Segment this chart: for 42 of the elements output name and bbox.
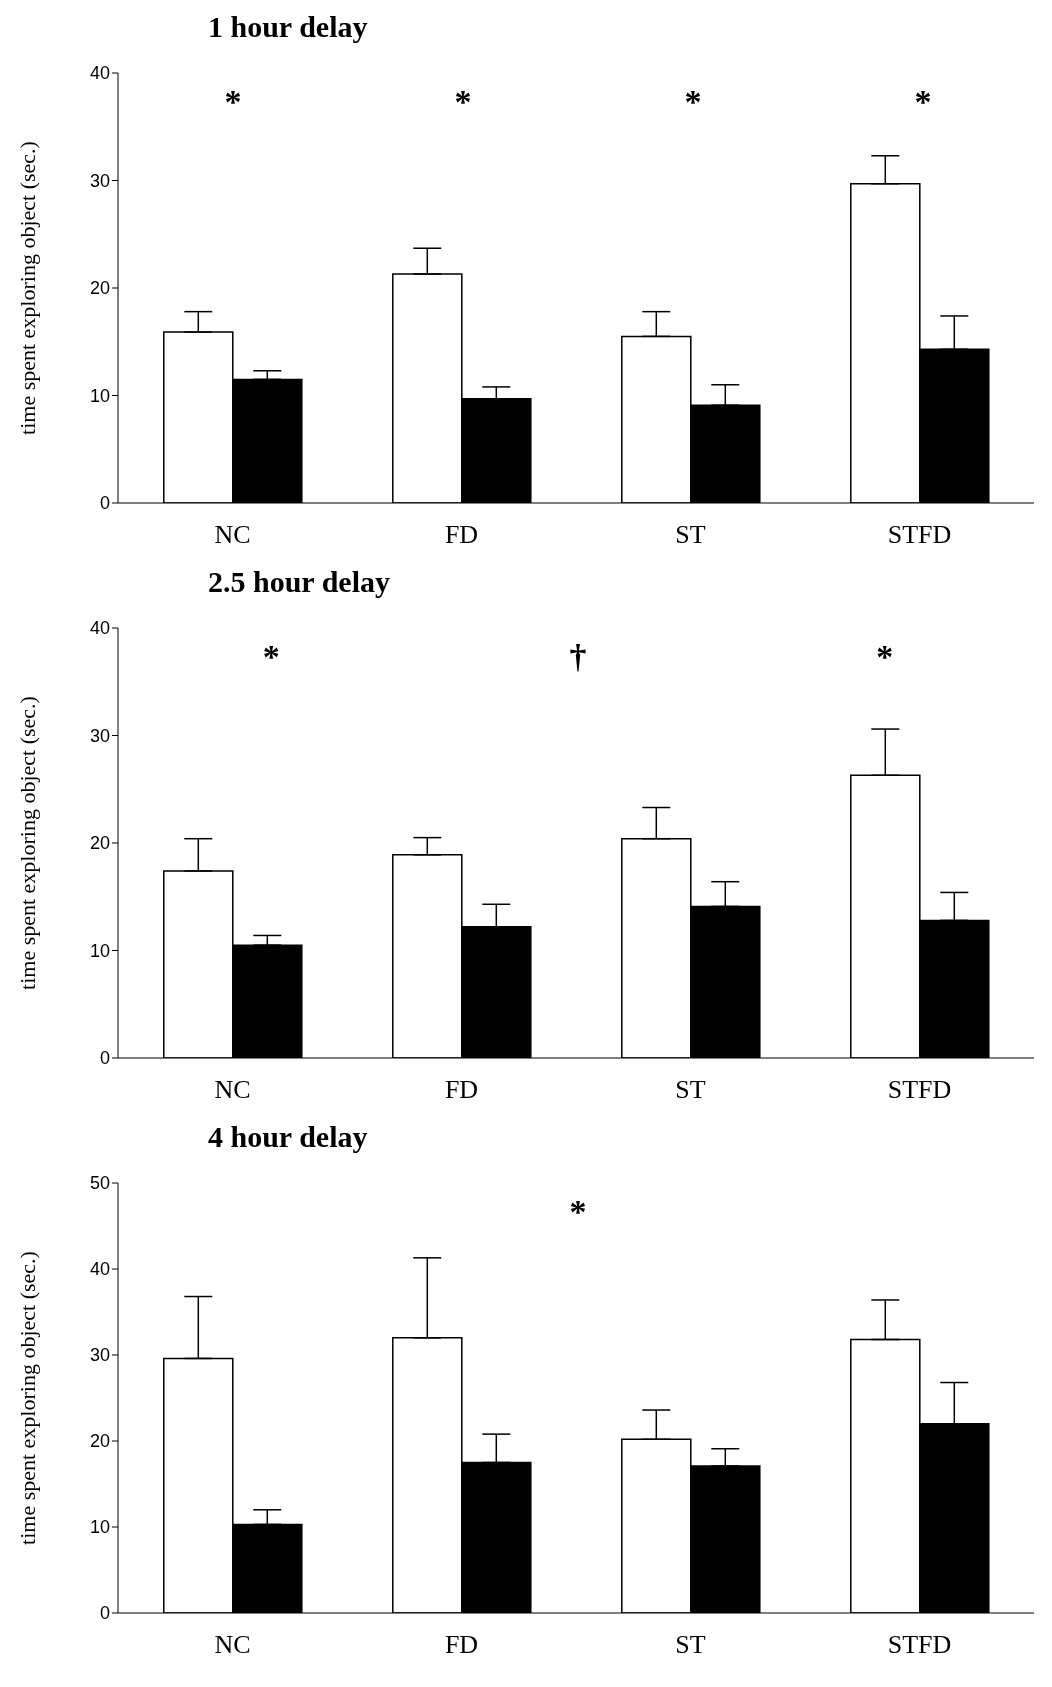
y-tick-label: 40 [89, 618, 110, 639]
chart-title: 2.5 hour delay [208, 565, 390, 599]
annotation: * [875, 638, 895, 676]
x-tick-label: STFD [887, 520, 952, 550]
y-tick-label: 0 [99, 1048, 110, 1069]
y-axis-title: time spent exploring object (sec.) [15, 141, 41, 435]
x-tick-label: NC [214, 1630, 251, 1660]
y-tick-label: 0 [99, 1603, 110, 1624]
annotation: * [261, 638, 281, 676]
x-tick-label: NC [214, 1075, 251, 1105]
y-tick-label: 20 [89, 278, 110, 299]
x-tick-label: ST [675, 1630, 706, 1660]
y-tick-label: 30 [89, 725, 110, 746]
x-tick-label: ST [675, 520, 706, 550]
y-tick-label: 30 [89, 170, 110, 191]
x-tick-label: STFD [887, 1075, 952, 1105]
y-tick-label: 50 [89, 1173, 110, 1194]
annotation: * [568, 1193, 588, 1231]
x-tick-label: ST [675, 1075, 706, 1105]
x-tick-label: STFD [887, 1630, 952, 1660]
y-tick-label: 40 [89, 63, 110, 84]
annotation: † [568, 638, 588, 676]
y-tick-label: 10 [89, 1517, 110, 1538]
y-axis-title: time spent exploring object (sec.) [15, 696, 41, 990]
y-tick-label: 10 [89, 385, 110, 406]
y-tick-label: 10 [89, 940, 110, 961]
x-tick-label: FD [444, 1630, 479, 1660]
y-tick-label: 20 [89, 1431, 110, 1452]
x-tick-label: FD [444, 1075, 479, 1105]
annotation: * [913, 83, 933, 121]
y-tick-label: 0 [99, 493, 110, 514]
annotation: * [223, 83, 243, 121]
y-axis-title: time spent exploring object (sec.) [15, 1251, 41, 1545]
x-tick-label: NC [214, 520, 251, 550]
y-tick-label: 40 [89, 1259, 110, 1280]
x-tick-label: FD [444, 520, 479, 550]
chart-title: 4 hour delay [208, 1120, 368, 1154]
y-tick-label: 30 [89, 1345, 110, 1366]
y-tick-label: 20 [89, 833, 110, 854]
chart-title: 1 hour delay [208, 10, 368, 44]
annotation: * [683, 83, 703, 121]
annotation: * [453, 83, 473, 121]
